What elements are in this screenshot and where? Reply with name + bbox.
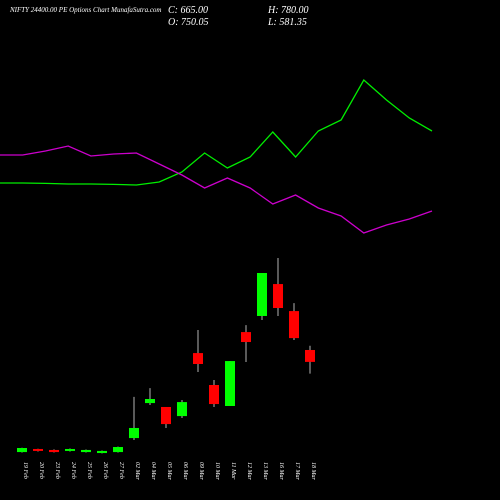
x-tick-label: 11 Mar bbox=[230, 462, 236, 480]
high-label: H: 780.00 bbox=[267, 5, 309, 16]
candle-body bbox=[209, 385, 219, 405]
candle-body bbox=[241, 332, 251, 343]
x-tick-label: 16 Mar bbox=[278, 462, 284, 480]
x-tick-label: 18 Mar bbox=[310, 462, 316, 480]
x-tick-label: 12 Mar bbox=[246, 462, 252, 480]
open-label: O: 750.05 bbox=[168, 17, 209, 28]
candle-body bbox=[257, 273, 267, 316]
x-tick-label: 10 Mar bbox=[214, 462, 220, 480]
candle-body bbox=[177, 402, 187, 417]
candle-body bbox=[17, 448, 27, 453]
x-tick-label: 24 Feb bbox=[70, 462, 77, 479]
x-tick-label: 04 Mar bbox=[150, 462, 157, 480]
indicator-line bbox=[0, 78, 433, 186]
x-tick-label: 27 Feb bbox=[118, 462, 124, 479]
candle-body bbox=[193, 353, 203, 364]
candle-body bbox=[113, 447, 123, 453]
x-tick-label: 13 Mar bbox=[262, 462, 268, 480]
candle-body bbox=[49, 449, 59, 453]
x-tick-label: 25 Feb bbox=[86, 462, 92, 479]
x-tick-label: 09 Mar bbox=[198, 462, 204, 480]
x-tick-label: 05 Mar bbox=[166, 462, 172, 480]
candle-body bbox=[33, 448, 43, 451]
candle-body bbox=[225, 361, 235, 406]
candle-body bbox=[305, 349, 315, 362]
x-tick-label: 19 Feb bbox=[22, 462, 28, 479]
x-tick-label: 17 Mar bbox=[294, 462, 300, 480]
chart-title: NIFTY 24400.00 PE Options Chart MunafaSu… bbox=[9, 6, 161, 14]
close-label: C: 665.00 bbox=[168, 5, 208, 16]
candle-body bbox=[65, 448, 75, 451]
candle-body bbox=[97, 450, 107, 454]
x-tick-label: 23 Feb bbox=[54, 462, 60, 479]
candle-body bbox=[273, 284, 283, 308]
x-tick-label: 26 Feb bbox=[102, 462, 108, 479]
x-tick-label: 20 Feb bbox=[38, 462, 44, 479]
candle-body bbox=[145, 399, 155, 404]
candle-body bbox=[81, 449, 91, 453]
x-tick-label: 02 Mar bbox=[134, 462, 140, 480]
candle-body bbox=[289, 311, 299, 339]
x-tick-label: 06 Mar bbox=[182, 462, 188, 480]
indicator-line bbox=[0, 145, 433, 234]
candle-body bbox=[161, 406, 171, 425]
low-label: L: 581.35 bbox=[267, 17, 307, 28]
candle-body bbox=[129, 427, 139, 439]
